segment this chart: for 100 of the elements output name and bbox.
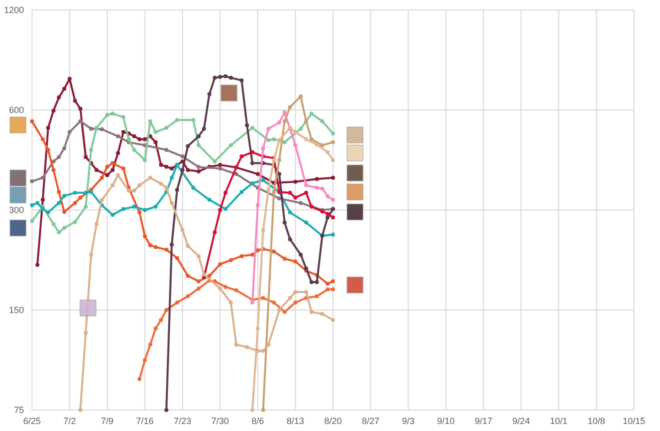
point xyxy=(186,274,190,278)
point xyxy=(196,165,201,170)
point xyxy=(84,155,88,160)
point xyxy=(105,164,110,169)
point xyxy=(56,190,61,194)
x-tick-label: 7/2 xyxy=(63,416,76,426)
point xyxy=(84,190,88,195)
point xyxy=(331,318,335,322)
point xyxy=(110,161,115,166)
point xyxy=(100,127,104,132)
point xyxy=(326,212,330,216)
point xyxy=(148,342,152,347)
point xyxy=(250,252,254,257)
point xyxy=(73,190,77,195)
point xyxy=(52,108,56,113)
x-tick-label: 9/17 xyxy=(474,416,492,426)
point xyxy=(277,138,282,142)
x-tick-label: 7/9 xyxy=(100,416,114,426)
point xyxy=(288,190,292,195)
point xyxy=(175,300,180,305)
point xyxy=(68,130,72,134)
point xyxy=(159,182,163,186)
point xyxy=(228,76,233,80)
point xyxy=(272,300,276,305)
point xyxy=(52,168,56,172)
point xyxy=(218,208,222,212)
point xyxy=(170,176,174,180)
point xyxy=(298,126,303,131)
point xyxy=(282,119,287,124)
point xyxy=(46,148,50,152)
point xyxy=(277,120,282,125)
point xyxy=(314,280,319,284)
point xyxy=(94,126,98,130)
point xyxy=(142,208,147,212)
point xyxy=(164,164,168,169)
point xyxy=(304,220,308,225)
point xyxy=(116,151,120,156)
point xyxy=(73,98,77,103)
point xyxy=(288,210,292,214)
point xyxy=(186,144,190,148)
point xyxy=(256,172,260,176)
point xyxy=(256,203,260,208)
point xyxy=(314,186,319,190)
x-tick-label: 9/10 xyxy=(437,416,455,426)
point xyxy=(110,112,115,116)
point xyxy=(288,237,292,242)
point xyxy=(180,154,184,158)
point xyxy=(78,196,82,200)
point xyxy=(35,200,40,205)
point xyxy=(320,119,324,124)
point xyxy=(196,286,201,291)
point xyxy=(266,138,270,142)
point xyxy=(132,204,136,209)
point xyxy=(154,140,158,144)
point xyxy=(224,74,228,78)
point xyxy=(326,282,330,286)
point xyxy=(40,137,45,142)
y-tick-label: 1200 xyxy=(4,5,24,16)
y-tick-label: 75 xyxy=(14,405,24,416)
x-tick-label: 10/8 xyxy=(588,416,606,426)
point xyxy=(84,204,88,209)
point xyxy=(304,137,308,142)
point xyxy=(159,318,163,322)
point xyxy=(224,207,228,212)
point xyxy=(277,158,282,162)
point xyxy=(56,200,61,205)
point xyxy=(110,183,115,188)
point xyxy=(261,408,266,412)
point xyxy=(142,137,147,142)
y-tick-label: 600 xyxy=(8,105,24,116)
point xyxy=(138,183,142,188)
point xyxy=(250,181,254,186)
point xyxy=(240,190,244,194)
point xyxy=(326,215,330,220)
point xyxy=(121,130,126,134)
point xyxy=(320,312,324,316)
point xyxy=(180,228,184,232)
point xyxy=(212,230,217,234)
point xyxy=(245,345,249,350)
point xyxy=(132,148,136,152)
point xyxy=(121,115,126,120)
point xyxy=(40,198,45,202)
point xyxy=(282,140,287,144)
point xyxy=(164,148,168,152)
point xyxy=(175,118,180,122)
point xyxy=(30,218,34,223)
point xyxy=(164,248,168,252)
point xyxy=(105,173,110,178)
point xyxy=(304,290,308,294)
point xyxy=(282,256,287,261)
point xyxy=(293,130,298,134)
line-series xyxy=(30,112,335,234)
point xyxy=(40,176,45,180)
point xyxy=(304,119,308,124)
point xyxy=(277,308,282,312)
point xyxy=(314,176,319,181)
point xyxy=(110,212,115,217)
x-tick-label: 10/1 xyxy=(550,416,568,426)
point xyxy=(331,176,335,180)
point xyxy=(186,294,190,298)
